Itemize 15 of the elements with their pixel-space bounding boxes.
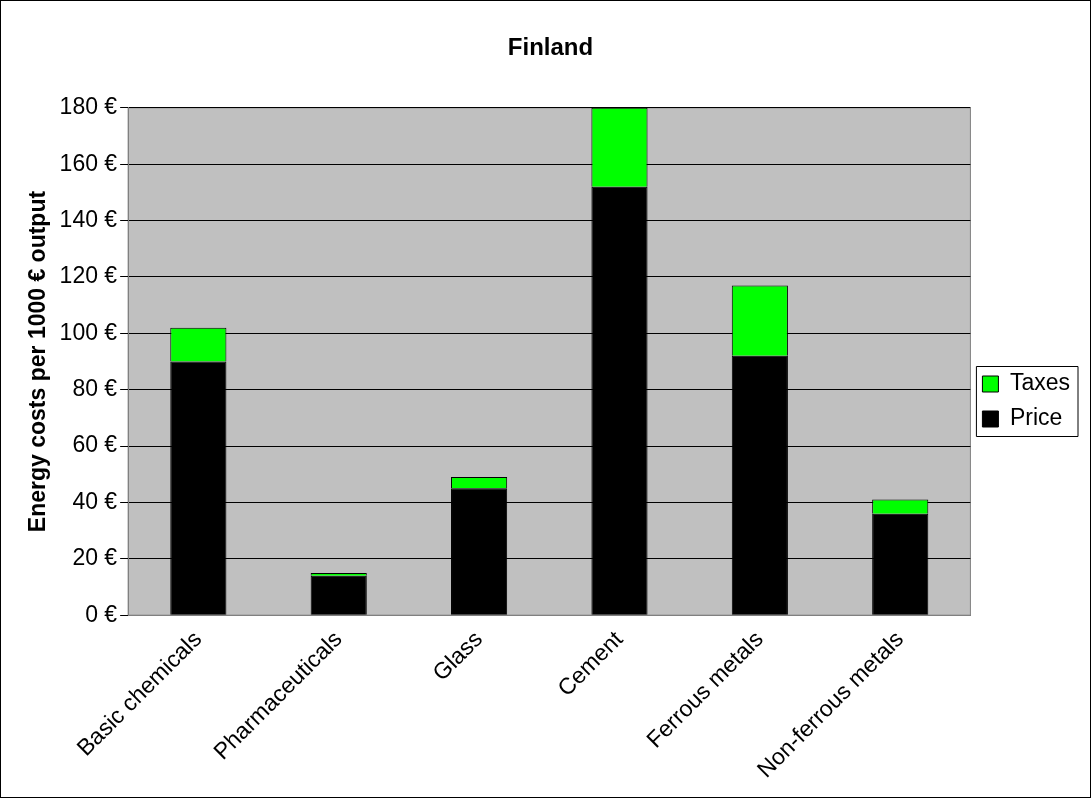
y-tick-label: 120 € (59, 262, 118, 289)
bar (310, 575, 367, 615)
y-tick-label: 20 € (72, 544, 118, 571)
y-tick-label: 0 € (85, 600, 118, 627)
y-tick-label: 40 € (72, 487, 118, 514)
legend-label: Taxes (1009, 369, 1071, 396)
y-tick-label: 60 € (72, 431, 118, 458)
chart-title: Finland (507, 33, 594, 61)
y-tick-label: 180 € (59, 93, 118, 120)
y-tick-label: 100 € (59, 318, 118, 345)
y-tick-label: 80 € (72, 375, 118, 402)
y-axis-title: Energy costs per 1000 € output (24, 190, 51, 533)
y-tick-label: 160 € (59, 149, 118, 176)
legend-label: Price (1009, 404, 1063, 431)
y-tick-label: 140 € (59, 205, 118, 232)
